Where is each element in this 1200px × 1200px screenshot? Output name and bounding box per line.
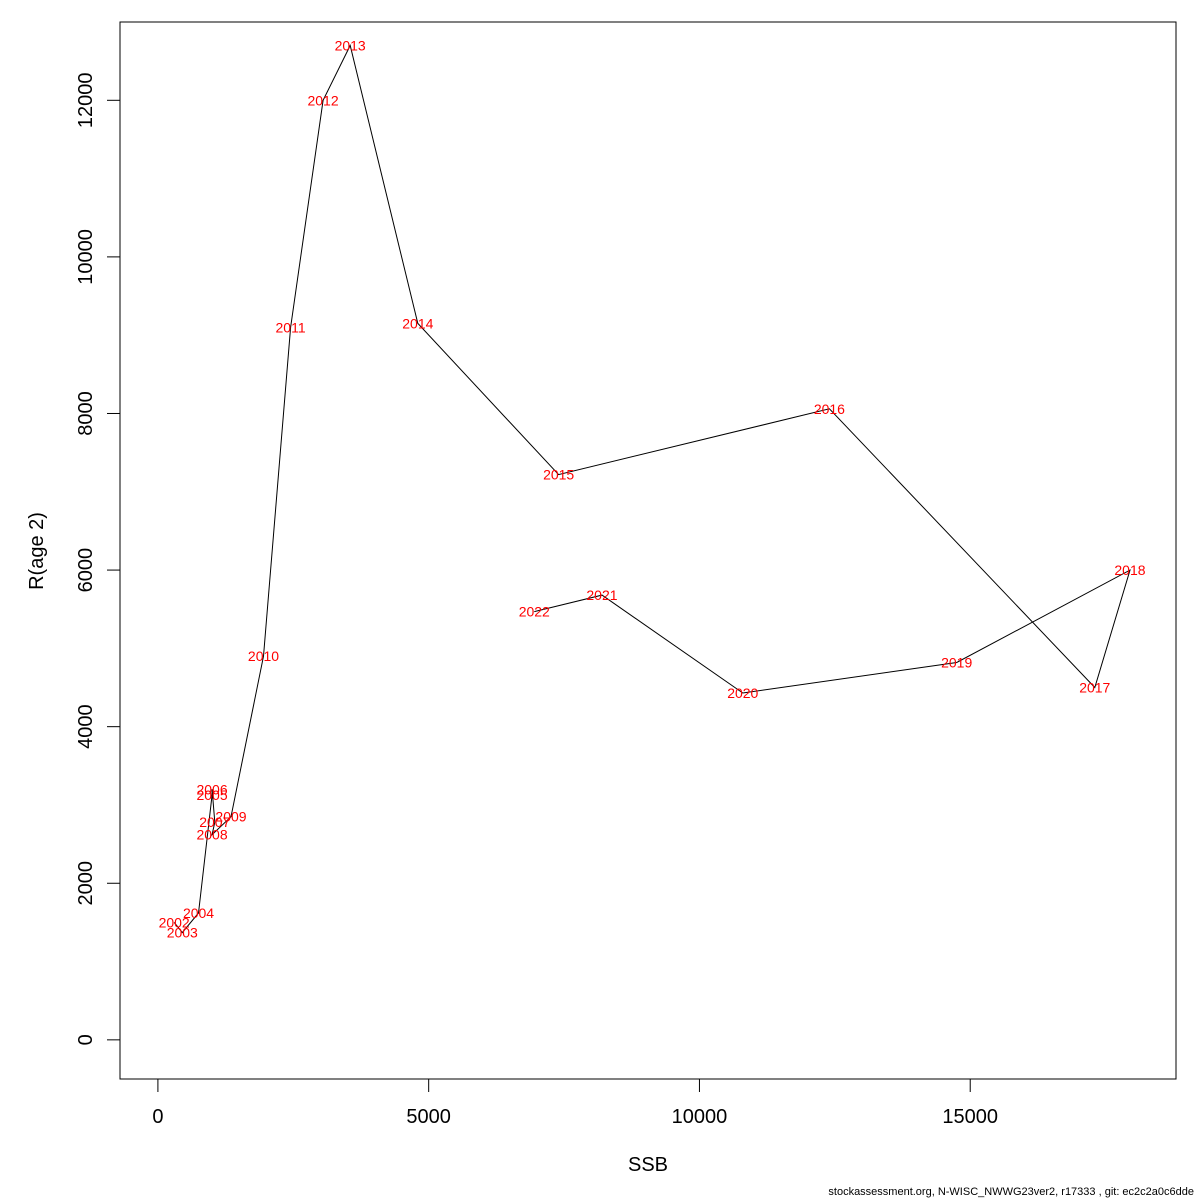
y-axis: 0 2000 4000 6000 8000 10000 12000 (75, 72, 121, 1045)
point-label: 2008 (196, 827, 227, 843)
y-tick-label: 0 (75, 1034, 97, 1045)
y-axis-title: R(age 2) (26, 512, 48, 590)
point-label: 2004 (183, 905, 214, 921)
y-tick-label: 4000 (75, 704, 97, 749)
x-tick-label: 5000 (406, 1106, 451, 1128)
y-tick-label: 8000 (75, 391, 97, 436)
point-labels: 2002200320042005200620072008200920102011… (159, 37, 1146, 940)
point-label: 2017 (1079, 680, 1110, 696)
point-label: 2021 (586, 587, 617, 603)
point-label: 2022 (519, 604, 550, 620)
y-tick-label: 12000 (75, 72, 97, 128)
y-tick-label: 2000 (75, 861, 97, 906)
x-axis-title: SSB (628, 1154, 668, 1176)
point-label: 2016 (814, 401, 845, 417)
y-tick-label: 6000 (75, 548, 97, 593)
point-label: 2014 (402, 315, 433, 331)
point-label: 2010 (248, 648, 279, 664)
point-label: 2005 (196, 787, 227, 803)
point-label: 2013 (335, 37, 366, 53)
x-axis: 0 5000 10000 15000 (152, 1078, 998, 1128)
point-label: 2018 (1114, 562, 1145, 578)
point-label: 2009 (215, 809, 246, 825)
point-label: 2002 (159, 914, 190, 930)
y-tick-label: 10000 (75, 229, 97, 285)
x-tick-label: 15000 (942, 1106, 998, 1128)
footer-note: stockassessment.org, N-WISC_NWWG23ver2, … (828, 1186, 1194, 1198)
point-label: 2006 (196, 781, 227, 797)
series-line (173, 44, 1131, 934)
point-label: 2007 (199, 814, 230, 830)
point-label: 2015 (543, 467, 574, 483)
x-tick-label: 0 (152, 1106, 163, 1128)
point-label: 2019 (941, 654, 972, 670)
point-label: 2011 (276, 319, 306, 335)
point-label: 2003 (167, 925, 198, 941)
plot-frame (119, 21, 1177, 1080)
point-label: 2012 (307, 92, 338, 108)
x-tick-label: 10000 (672, 1106, 728, 1128)
point-label: 2020 (727, 685, 758, 701)
